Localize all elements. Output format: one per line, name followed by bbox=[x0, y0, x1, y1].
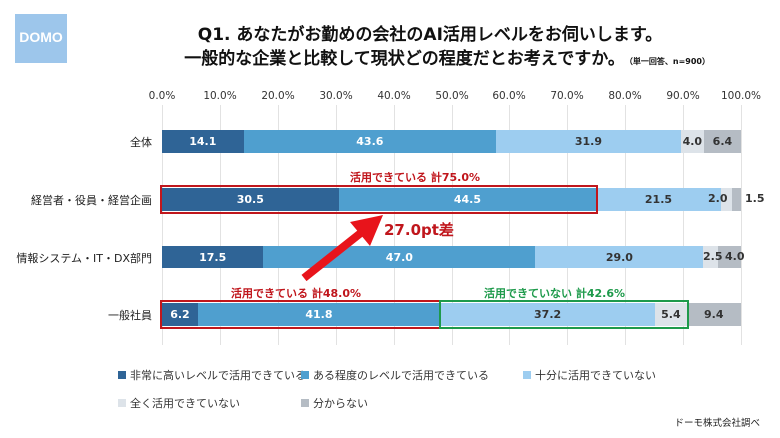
legend-item-not-at-all: 全く活用できていない bbox=[118, 395, 240, 411]
gridline bbox=[625, 105, 626, 345]
x-tick-label: 0.0% bbox=[148, 90, 176, 102]
gridline bbox=[683, 105, 684, 345]
bar-segment-insufficient: 29.0 bbox=[535, 246, 704, 268]
legend-label: 非常に高いレベルで活用できている bbox=[130, 369, 306, 382]
bar-segment-very-high: 14.1 bbox=[162, 130, 244, 153]
x-tick-label: 70.0% bbox=[550, 90, 584, 102]
logo-text: DOMO bbox=[19, 29, 63, 45]
chart-title-line1: Q1. あなたがお勤めの会社のAI活用レベルをお伺いします。 bbox=[197, 25, 663, 45]
x-tick-label: 20.0% bbox=[261, 90, 295, 102]
gridline bbox=[278, 105, 279, 345]
legend-item-insufficient: 十分に活用できていない bbox=[523, 367, 656, 383]
legend-swatch-icon bbox=[118, 371, 126, 379]
x-tick-label: 40.0% bbox=[377, 90, 411, 102]
legend-label: 全く活用できていない bbox=[130, 397, 240, 410]
bar-segment-insufficient: 31.9 bbox=[496, 130, 681, 153]
highlight-box-staff-utilizing bbox=[160, 300, 441, 329]
bar-row-it-dx: 17.5 47.0 29.0 bbox=[162, 246, 741, 268]
annotation-exec-utilizing: 活用できている 計75.0% bbox=[350, 171, 480, 184]
bar-segment-unknown: 6.4 bbox=[703, 130, 741, 153]
row-label-it-dx: 情報システム・IT・DX部門 bbox=[16, 252, 152, 265]
bar-row-general-staff: 6.2 41.8 37.2 5.4 9.4 bbox=[162, 303, 741, 326]
gridline bbox=[394, 105, 395, 345]
gridline bbox=[741, 105, 742, 345]
gridline bbox=[567, 105, 568, 345]
row-label-executives: 経営者・役員・経営企画 bbox=[31, 194, 152, 207]
bar-segment-unknown: 9.4 bbox=[686, 303, 741, 326]
x-tick-label: 30.0% bbox=[319, 90, 353, 102]
bar-segment-very-high: 30.5 bbox=[162, 188, 339, 211]
bar-segment-somewhat: 44.5 bbox=[338, 188, 597, 211]
bar-segment-unknown bbox=[717, 246, 741, 268]
bar-segment-insufficient: 21.5 bbox=[596, 188, 721, 211]
x-tick-label: 100.0% bbox=[720, 90, 762, 102]
legend-label: ある程度のレベルで活用できている bbox=[313, 369, 489, 382]
bar-value-not-at-all: 2.5 bbox=[703, 250, 723, 263]
gridline bbox=[336, 105, 337, 345]
highlight-box-staff-not-utilizing bbox=[439, 300, 689, 329]
gridline bbox=[162, 105, 163, 345]
x-tick-label: 90.0% bbox=[666, 90, 700, 102]
bar-value-unknown: 4.0 bbox=[725, 250, 745, 263]
gridline bbox=[509, 105, 510, 345]
x-tick-label: 60.0% bbox=[492, 90, 526, 102]
bar-segment-insufficient: 37.2 bbox=[439, 303, 656, 326]
bar-segment-somewhat: 41.8 bbox=[197, 303, 440, 326]
x-tick-label: 80.0% bbox=[608, 90, 642, 102]
row-label-all: 全体 bbox=[130, 136, 152, 149]
gridline bbox=[452, 105, 453, 345]
bar-segment-not-at-all bbox=[703, 246, 718, 268]
bar-segment-not-at-all: 4.0 bbox=[680, 130, 704, 153]
legend-swatch-icon bbox=[118, 399, 126, 407]
bar-segment-not-at-all bbox=[720, 188, 733, 211]
legend-swatch-icon bbox=[301, 399, 309, 407]
gridline bbox=[220, 105, 221, 345]
legend-item-unknown: 分からない bbox=[301, 395, 368, 411]
legend-label: 分からない bbox=[313, 397, 368, 410]
annotation-staff-not-utilizing: 活用できていない 計42.6% bbox=[484, 287, 625, 300]
bar-segment-unknown bbox=[732, 188, 741, 211]
bar-segment-very-high: 17.5 bbox=[162, 246, 264, 268]
difference-arrow-icon bbox=[301, 215, 383, 282]
annotation-staff-utilizing: 活用できている 計48.0% bbox=[231, 287, 361, 300]
x-tick-label: 50.0% bbox=[435, 90, 469, 102]
bar-segment-not-at-all: 5.4 bbox=[655, 303, 687, 326]
bar-row-all: 14.1 43.6 31.9 4.0 6.4 bbox=[162, 130, 741, 153]
legend-item-somewhat: ある程度のレベルで活用できている bbox=[301, 367, 489, 383]
bar-value-unknown: 1.5 bbox=[745, 192, 765, 205]
bar-segment-somewhat: 43.6 bbox=[243, 130, 497, 153]
highlight-box-exec-utilizing bbox=[160, 185, 598, 214]
domo-logo: DOMO bbox=[15, 14, 67, 63]
source-note: ドーモ株式会社調べ bbox=[674, 418, 760, 429]
annotation-difference: 27.0pt差 bbox=[384, 221, 454, 239]
legend-swatch-icon bbox=[301, 371, 309, 379]
legend-swatch-icon bbox=[523, 371, 531, 379]
sample-note: （単一回答、n=900） bbox=[628, 57, 710, 66]
bar-row-executives: 30.5 44.5 21.5 bbox=[162, 188, 741, 211]
x-tick-label: 10.0% bbox=[203, 90, 237, 102]
chart-title-line2: 一般的な企業と比較して現状どの程度だとお考えですか。 （単一回答、n=900） bbox=[90, 44, 710, 69]
bar-segment-very-high: 6.2 bbox=[162, 303, 198, 326]
row-label-general-staff: 一般社員 bbox=[108, 309, 152, 322]
bar-value-not-at-all: 2.0 bbox=[708, 192, 728, 205]
legend-item-very-high: 非常に高いレベルで活用できている bbox=[118, 367, 306, 383]
chart-title-line2-text: 一般的な企業と比較して現状どの程度だとお考えですか。 bbox=[184, 49, 625, 69]
legend-label: 十分に活用できていない bbox=[535, 369, 656, 382]
